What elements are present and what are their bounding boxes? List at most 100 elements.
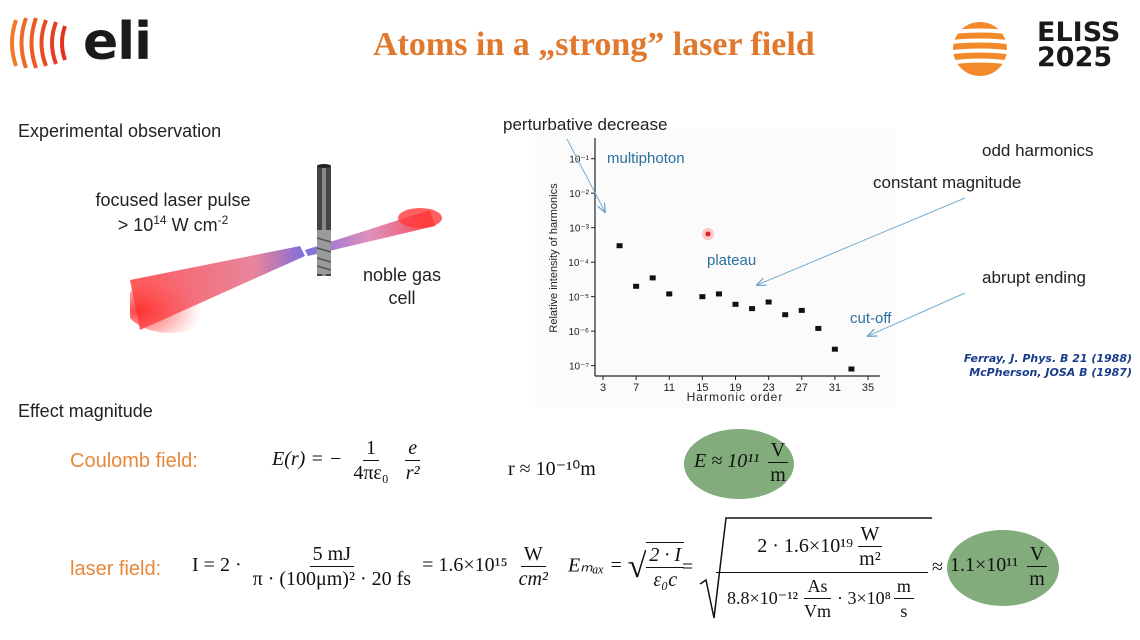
- approx-sign: ≈: [932, 556, 943, 578]
- y-tick-label: 10⁻⁵: [568, 293, 589, 304]
- coulomb-frac-2: e r²: [403, 436, 423, 485]
- page-title: Atoms in a „strong” laser field: [373, 26, 815, 63]
- x-tick-label: 23: [763, 382, 775, 394]
- gas-cell-label: noble gas cell: [352, 265, 452, 309]
- arrow-constant: [757, 197, 966, 285]
- pulse-label-line1: focused laser pulse: [95, 190, 251, 210]
- big-sqrt-icon: [699, 517, 932, 619]
- chart-y-label: Relative intensity of harmonics: [548, 183, 560, 333]
- big-den-a: 8.8×10⁻¹²: [727, 588, 798, 608]
- pulse-prefix: > 10: [117, 215, 154, 235]
- reference-citations: Ferray, J. Phys. B 21 (1988) McPherson, …: [910, 352, 1132, 380]
- chart-x-label: Harmonic order: [687, 390, 784, 404]
- emax-sqrt-num: 2 · I: [646, 543, 685, 568]
- intensity-formula: I = 2 · 5 mJ π · (100μm)² · 20 fs = 1.6×1…: [192, 542, 554, 591]
- laser-result-num: V: [1026, 542, 1048, 567]
- annotation-multiphoton: multiphoton: [607, 150, 685, 167]
- experimental-heading: Experimental observation: [18, 121, 222, 141]
- data-point: [699, 294, 706, 300]
- eli-logo-text: eli: [83, 12, 152, 72]
- eliss-logo-icon: [936, 22, 1033, 76]
- r-value: r ≈ 10⁻¹⁰m: [508, 458, 596, 480]
- pulse-label-line2: > 1014 W cm-2: [88, 213, 258, 236]
- big-num-unit-den: m²: [859, 548, 881, 570]
- coulomb-label: Coulomb field:: [70, 450, 198, 472]
- intensity-unit-num: W: [520, 542, 546, 567]
- data-point: [782, 312, 789, 318]
- emax-eq-sign: =: [682, 556, 694, 578]
- y-tick-label: 10⁻⁷: [569, 362, 589, 373]
- pulse-unit: W cm: [166, 215, 218, 235]
- y-tick-label: 10⁻³: [569, 224, 589, 235]
- gas-cell-line1: noble gas: [362, 265, 442, 285]
- x-tick-label: 15: [696, 382, 708, 394]
- annotation-constant: constant magnitude: [873, 173, 1022, 192]
- big-num-unit-num: W: [857, 522, 883, 547]
- coulomb-result-ellipse: [684, 429, 794, 499]
- laser-result-ellipse: [947, 530, 1059, 606]
- arrow-perturbative: [566, 138, 605, 212]
- y-tick-label: 10⁻⁴: [568, 258, 589, 269]
- intensity-den: π · (100μm)² · 20 fs: [252, 568, 412, 590]
- annotation-cutoff: cut-off: [850, 310, 892, 327]
- reference-2: McPherson, JOSA B (1987): [969, 366, 1132, 379]
- big-den-unit2-num: m: [893, 574, 914, 599]
- intensity-eq: = 1.6×10¹⁵: [422, 554, 508, 577]
- coulomb-result-den: m: [770, 464, 786, 486]
- reference-1: Ferray, J. Phys. B 21 (1988): [963, 352, 1132, 365]
- data-point: [765, 299, 772, 305]
- x-tick-label: 35: [862, 382, 874, 394]
- x-tick-label: 31: [829, 382, 841, 394]
- y-tick-label: 10⁻²: [569, 189, 589, 200]
- eli-logo-icon: [10, 17, 67, 69]
- laser-setup-illustration: [130, 164, 442, 333]
- data-point: [848, 366, 855, 372]
- data-point: [666, 291, 673, 297]
- data-point: [633, 283, 640, 289]
- coulomb-formula: E(r) = − 1 4πε₀ e r²: [272, 436, 426, 485]
- laser-label: laser field:: [70, 558, 162, 580]
- intensity-lhs: I = 2 ·: [192, 554, 242, 577]
- x-tick-label: 7: [633, 382, 639, 394]
- eliss-logo-text: ELISS 2025: [1037, 17, 1121, 73]
- big-den-unit2-den: s: [900, 601, 908, 621]
- data-point: [732, 301, 739, 307]
- coulomb-f1-den: 4πε₀: [353, 462, 389, 484]
- pulse-label: focused laser pulse > 1014 W cm-2: [88, 190, 258, 236]
- data-point: [616, 243, 623, 249]
- eliss-logo-line2: 2025: [1037, 42, 1113, 73]
- coulomb-frac-1: 1 4πε₀: [350, 436, 391, 485]
- data-point: [831, 346, 838, 352]
- big-fraction-bar: [716, 572, 928, 573]
- big-den-unit-num: As: [804, 574, 831, 599]
- pulse-exp: 14: [153, 213, 167, 227]
- coulomb-result-prefix: E ≈ 10¹¹: [694, 450, 760, 473]
- y-tick-label: 10⁻¹: [569, 155, 589, 166]
- arrow-abrupt: [868, 292, 966, 336]
- annotation-odd: odd harmonics: [982, 141, 1094, 160]
- x-tick-label: 27: [796, 382, 808, 394]
- eliss-logo-line1: ELISS: [1037, 17, 1121, 48]
- emax-sqrt-sign: √: [627, 548, 647, 585]
- laser-result-den: m: [1029, 568, 1045, 590]
- coulomb-result-num: V: [767, 438, 789, 463]
- effect-heading: Effect magnitude: [18, 401, 153, 421]
- data-point: [715, 291, 722, 297]
- data-point: [815, 325, 822, 331]
- annotation-perturbative: perturbative decrease: [503, 115, 668, 134]
- data-point: [798, 307, 805, 313]
- intensity-num: 5 mJ: [309, 542, 355, 567]
- x-tick-label: 11: [664, 382, 675, 394]
- y-tick-label: 10⁻⁶: [568, 327, 589, 338]
- coulomb-lhs: E(r) = −: [272, 448, 343, 471]
- coulomb-f1-num: 1: [363, 436, 380, 461]
